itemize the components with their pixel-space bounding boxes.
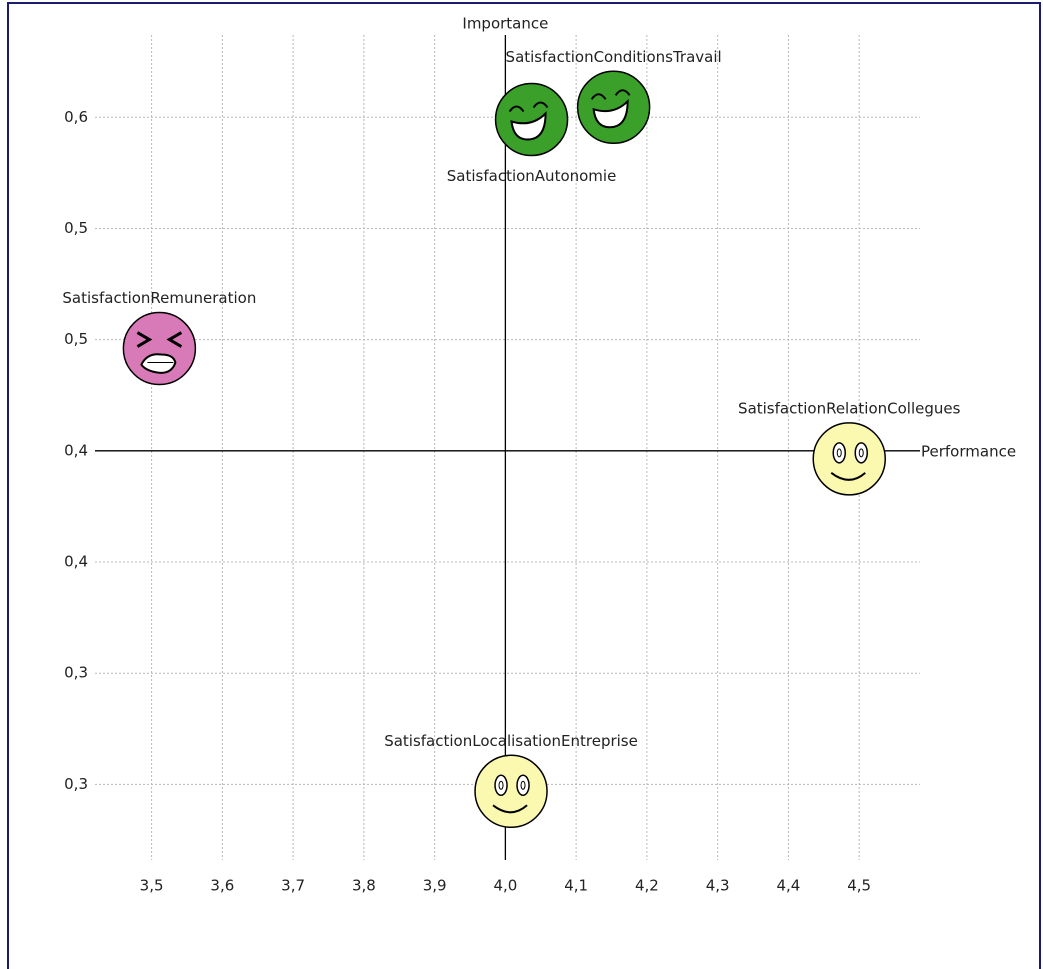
face bbox=[122, 311, 197, 386]
eye bbox=[614, 89, 631, 96]
x-tick-label: 3,8 bbox=[352, 877, 376, 895]
mouth bbox=[140, 353, 177, 374]
eye bbox=[136, 331, 153, 348]
mouth bbox=[510, 111, 547, 141]
point-label: SatisfactionAutonomie bbox=[447, 167, 617, 185]
y-tick-label: 0,4 bbox=[64, 553, 88, 571]
x-tick-label: 3,5 bbox=[140, 877, 164, 895]
point-label: SatisfactionRelationCollegues bbox=[738, 399, 961, 417]
x-tick-label: 4,1 bbox=[564, 877, 588, 895]
face bbox=[494, 82, 569, 157]
y-axis-label: Importance bbox=[462, 15, 548, 33]
pupil bbox=[498, 780, 504, 790]
y-tick-label: 0,5 bbox=[64, 219, 88, 237]
x-tick-label: 4,5 bbox=[847, 877, 871, 895]
face bbox=[812, 422, 886, 496]
eye bbox=[508, 105, 525, 113]
y-tick-label: 0,6 bbox=[64, 108, 88, 126]
x-tick-label: 4,4 bbox=[776, 877, 800, 895]
x-tick-label: 4,2 bbox=[635, 877, 659, 895]
x-tick-label: 4,3 bbox=[706, 877, 730, 895]
eye bbox=[832, 442, 846, 464]
pupil bbox=[858, 448, 864, 458]
face bbox=[474, 754, 548, 829]
y-tick-label: 0,3 bbox=[64, 775, 88, 793]
x-tick-label: 3,6 bbox=[210, 877, 234, 895]
eye bbox=[532, 101, 549, 109]
x-tick-label: 3,7 bbox=[281, 877, 305, 895]
point bbox=[122, 311, 197, 386]
eye bbox=[516, 774, 530, 797]
face bbox=[576, 70, 651, 145]
y-tick-label: 0,5 bbox=[64, 330, 88, 348]
mouth bbox=[492, 804, 528, 814]
eye bbox=[166, 331, 183, 348]
point bbox=[474, 754, 548, 829]
pupil bbox=[836, 448, 842, 458]
mouth bbox=[830, 472, 866, 481]
eye bbox=[590, 93, 607, 100]
x-tick-label: 4,0 bbox=[493, 877, 517, 895]
point-label: SatisfactionConditionsTravail bbox=[506, 48, 722, 66]
x-tick-label: 3,9 bbox=[423, 877, 447, 895]
point-label: SatisfactionRemuneration bbox=[62, 289, 256, 307]
y-tick-label: 0,3 bbox=[64, 664, 88, 682]
pupil bbox=[520, 780, 526, 790]
mouth bbox=[592, 98, 629, 129]
point-label: SatisfactionLocalisationEntreprise bbox=[384, 732, 638, 750]
point bbox=[494, 82, 569, 157]
eye bbox=[494, 774, 508, 797]
point bbox=[812, 422, 886, 496]
point bbox=[576, 70, 651, 145]
eye bbox=[854, 442, 868, 464]
y-tick-label: 0,4 bbox=[64, 441, 88, 459]
x-axis-label: Performance bbox=[921, 442, 1016, 460]
